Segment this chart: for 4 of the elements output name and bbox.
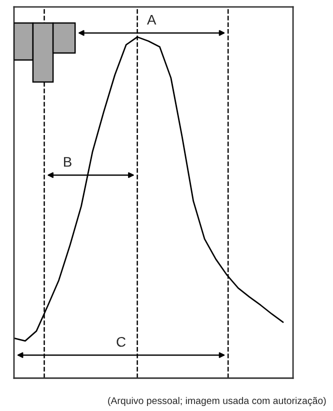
text: A — [147, 14, 156, 25]
annotation: C — [116, 336, 126, 347]
annotation: B — [64, 157, 72, 167]
text: (Arquivo pessoal; imagem usada com autorização) — [108, 396, 326, 406]
